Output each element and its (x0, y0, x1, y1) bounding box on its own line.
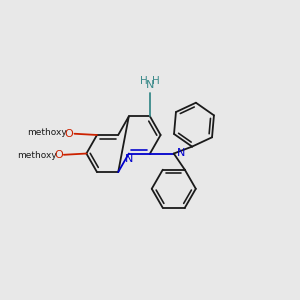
Text: H: H (140, 76, 148, 86)
Text: H: H (152, 76, 160, 86)
Text: N: N (125, 154, 134, 164)
Text: N: N (177, 148, 186, 158)
Text: methoxy: methoxy (27, 128, 67, 137)
Text: O: O (54, 150, 63, 160)
Text: O: O (65, 129, 74, 139)
Text: N: N (146, 80, 154, 90)
Text: methoxy: methoxy (17, 151, 56, 160)
